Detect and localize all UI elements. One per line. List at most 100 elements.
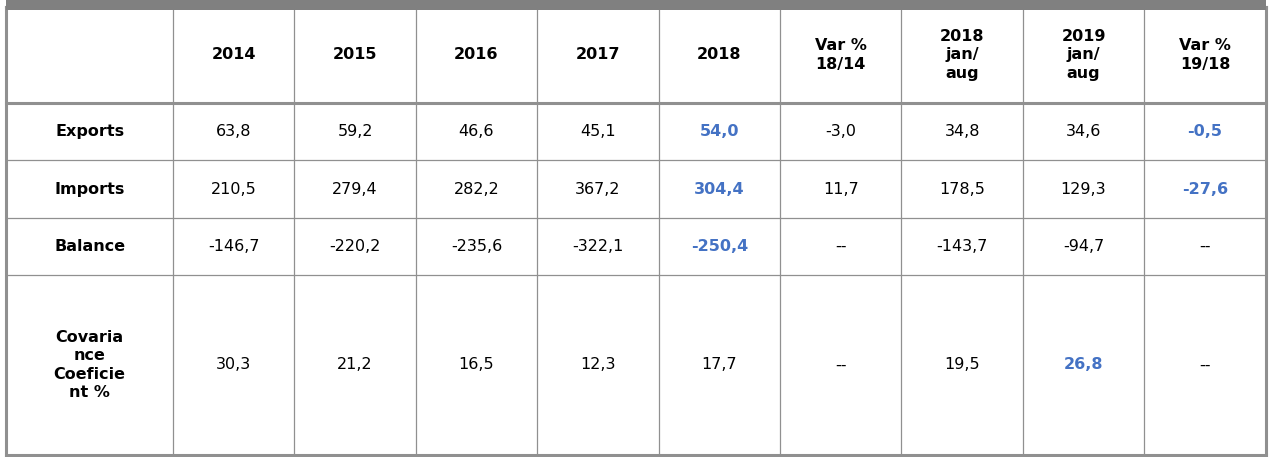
Bar [780,160,902,218]
Text: 2017: 2017 [576,48,621,63]
Text: 46,6: 46,6 [459,124,495,139]
Bar [902,218,1023,275]
Bar [6,275,173,455]
Bar [1023,7,1145,103]
Bar [1023,160,1145,218]
Bar [659,218,780,275]
Bar [1023,275,1145,455]
Text: 210,5: 210,5 [211,181,257,197]
Text: Exports: Exports [55,124,125,139]
Bar [1145,160,1266,218]
Text: 2019
jan/
aug: 2019 jan/ aug [1061,29,1105,81]
Text: 54,0: 54,0 [700,124,739,139]
Text: Var %
18/14: Var % 18/14 [815,38,866,72]
Bar [902,160,1023,218]
Text: 304,4: 304,4 [695,181,744,197]
Text: 45,1: 45,1 [580,124,616,139]
Bar [416,7,537,103]
Text: 17,7: 17,7 [701,357,736,372]
Text: --: -- [834,239,846,254]
Bar [659,7,780,103]
Text: Balance: Balance [55,239,125,254]
Bar [659,103,780,160]
Text: 129,3: 129,3 [1061,181,1107,197]
Bar [173,218,294,275]
Bar [1023,218,1145,275]
Text: 178,5: 178,5 [939,181,985,197]
Bar [6,0,1266,10]
Bar [1023,103,1145,160]
Bar [659,275,780,455]
Text: 12,3: 12,3 [580,357,616,372]
Text: 2014: 2014 [211,48,256,63]
Bar [780,103,902,160]
Text: -220,2: -220,2 [329,239,380,254]
Text: 2018
jan/
aug: 2018 jan/ aug [940,29,985,81]
Text: -235,6: -235,6 [450,239,502,254]
Bar [173,160,294,218]
Text: -250,4: -250,4 [691,239,748,254]
Text: 59,2: 59,2 [337,124,373,139]
Bar [6,7,173,103]
Bar [659,160,780,218]
Text: Var %
19/18: Var % 19/18 [1179,38,1231,72]
Text: -146,7: -146,7 [207,239,259,254]
Text: -322,1: -322,1 [572,239,623,254]
Bar [902,7,1023,103]
Text: -0,5: -0,5 [1188,124,1222,139]
Text: 34,8: 34,8 [944,124,979,139]
Bar [780,275,902,455]
Text: -27,6: -27,6 [1182,181,1227,197]
Text: 279,4: 279,4 [332,181,378,197]
Bar [173,275,294,455]
Text: --: -- [1199,357,1211,372]
Bar [537,7,659,103]
Bar [537,103,659,160]
Text: -143,7: -143,7 [936,239,988,254]
Bar [173,103,294,160]
Bar [1145,218,1266,275]
Bar [1145,275,1266,455]
Text: Covaria
nce
Coeficie
nt %: Covaria nce Coeficie nt % [53,329,126,400]
Text: 282,2: 282,2 [454,181,500,197]
Text: -94,7: -94,7 [1063,239,1104,254]
Bar [902,275,1023,455]
Bar [294,103,416,160]
Bar [6,218,173,275]
Text: 19,5: 19,5 [944,357,979,372]
Text: 26,8: 26,8 [1063,357,1103,372]
Text: Imports: Imports [55,181,125,197]
Bar [294,160,416,218]
Text: 34,6: 34,6 [1066,124,1102,139]
Bar [537,275,659,455]
Bar [902,103,1023,160]
Bar [416,160,537,218]
Bar [780,218,902,275]
Bar [1145,7,1266,103]
Bar [780,7,902,103]
Text: 2015: 2015 [333,48,378,63]
Bar [6,103,173,160]
Bar [173,7,294,103]
Bar [416,103,537,160]
Text: -3,0: -3,0 [826,124,856,139]
Bar [537,160,659,218]
Bar [1145,103,1266,160]
Bar [294,275,416,455]
Bar [537,218,659,275]
Text: 63,8: 63,8 [216,124,252,139]
Text: --: -- [834,357,846,372]
Text: 21,2: 21,2 [337,357,373,372]
Bar [6,160,173,218]
Bar [416,275,537,455]
Text: 11,7: 11,7 [823,181,859,197]
Text: 2016: 2016 [454,48,499,63]
Bar [416,218,537,275]
Bar [294,7,416,103]
Text: --: -- [1199,239,1211,254]
Text: 30,3: 30,3 [216,357,252,372]
Text: 16,5: 16,5 [459,357,495,372]
Text: 2018: 2018 [697,48,742,63]
Bar [294,218,416,275]
Text: 367,2: 367,2 [575,181,621,197]
